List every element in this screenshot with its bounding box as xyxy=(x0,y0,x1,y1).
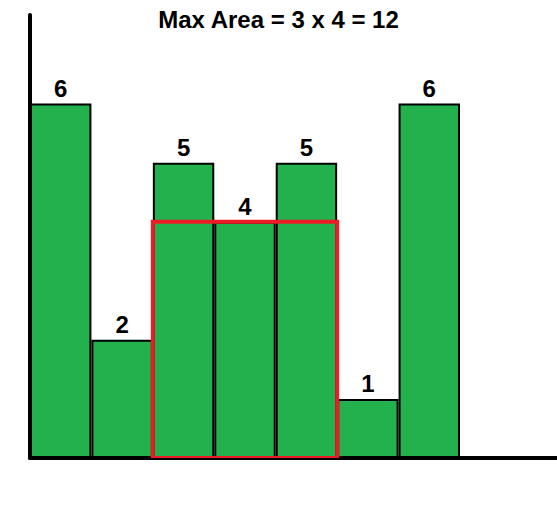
svg-text:2: 2 xyxy=(115,311,128,338)
svg-text:Max Area = 3 x 4 = 12: Max Area = 3 x 4 = 12 xyxy=(158,6,399,33)
svg-text:6: 6 xyxy=(423,75,436,102)
svg-text:6: 6 xyxy=(54,75,67,102)
svg-text:5: 5 xyxy=(177,134,190,161)
svg-text:1: 1 xyxy=(361,370,374,397)
svg-text:5: 5 xyxy=(300,134,313,161)
svg-text:4: 4 xyxy=(238,193,252,220)
